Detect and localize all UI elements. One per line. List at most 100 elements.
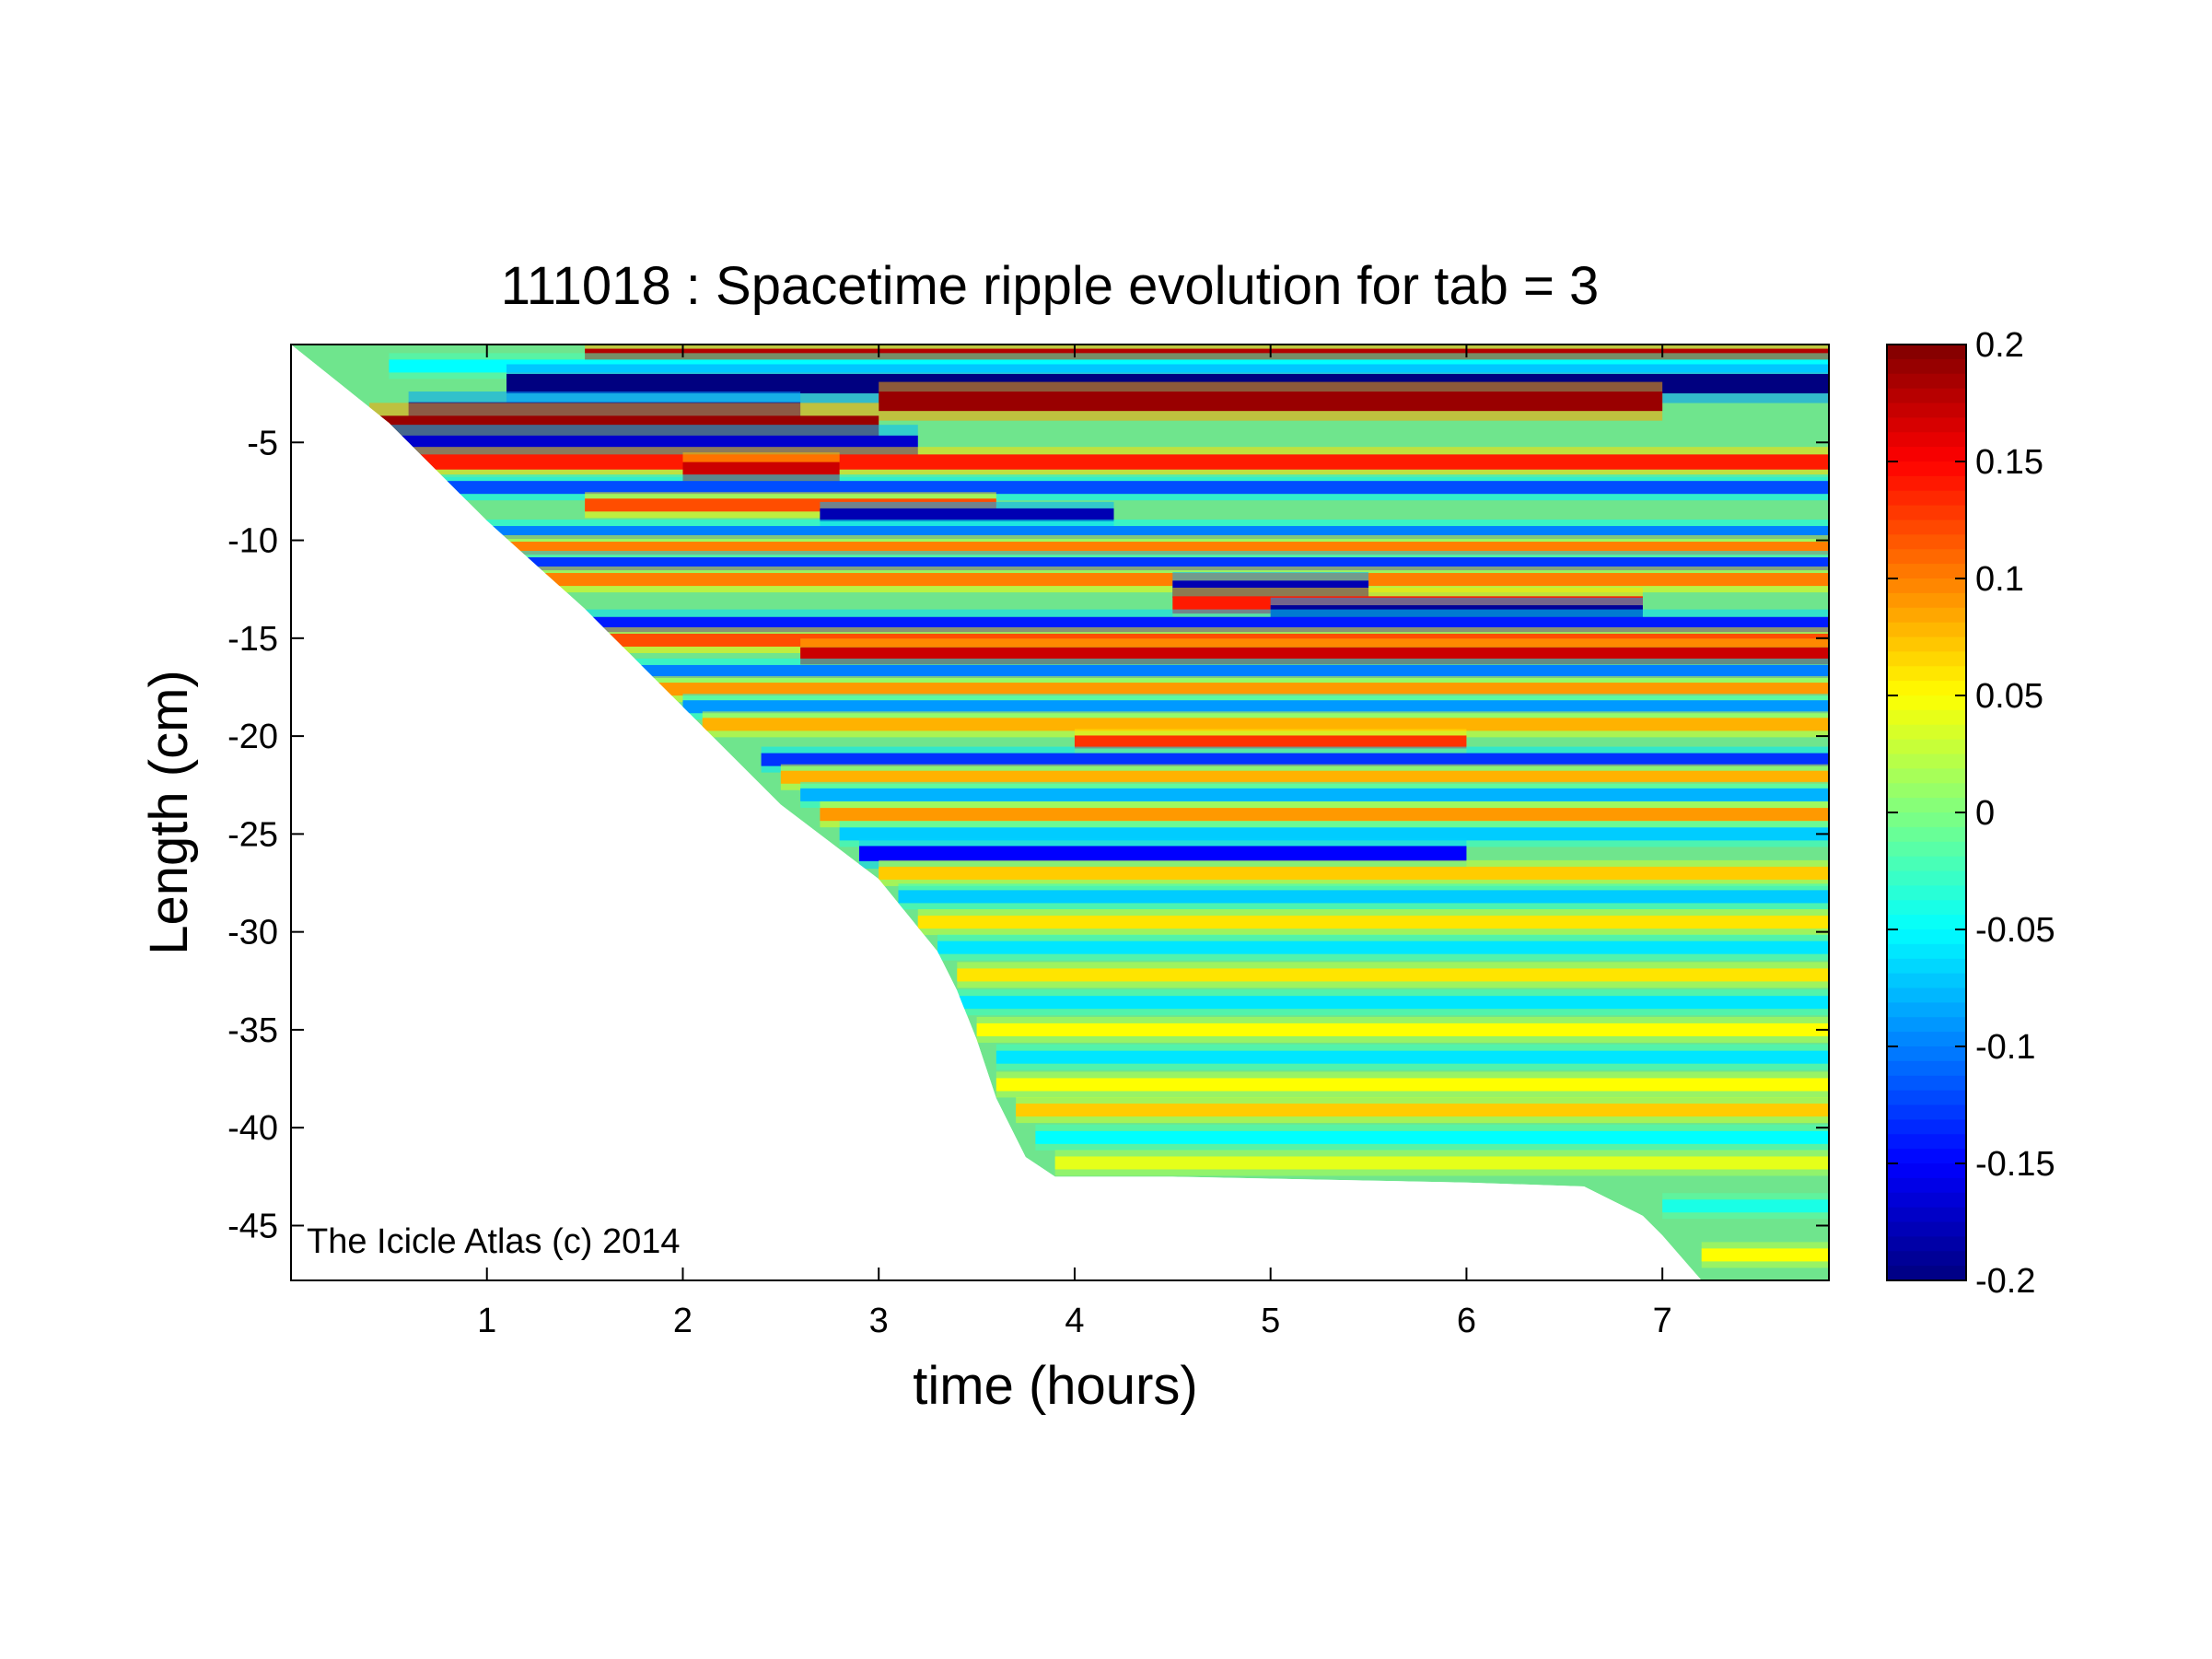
colorbar-tick-label: -0.05: [1975, 911, 2055, 950]
x-axis-label: time (hours): [913, 1356, 1197, 1416]
x-tick-label: 7: [1653, 1302, 1672, 1340]
colorbar-step: [1887, 681, 1966, 696]
colorbar-ticks: 0.2 0.15 0.1 0.05 0 -0.05 -0.1 -0.15 -0.2: [1887, 326, 2055, 1301]
ripple-band: [917, 916, 1829, 929]
colorbar-step: [1887, 1075, 1966, 1092]
colorbar-step: [1887, 549, 1966, 565]
ripple-band: [682, 700, 1829, 714]
colorbar-step: [1887, 943, 1966, 960]
colorbar-step: [1887, 1104, 1966, 1120]
y-tick-label: -25: [227, 815, 278, 854]
ripple-band: [1054, 1156, 1829, 1170]
colorbar-tick-label: -0.1: [1975, 1028, 2035, 1067]
colorbar-step: [1887, 1149, 1966, 1164]
colorbar-step: [1887, 592, 1966, 609]
colorbar-step: [1887, 1017, 1966, 1033]
ripple-band: [839, 827, 1829, 841]
colorbar-step: [1887, 709, 1966, 726]
colorbar-tick-label: 0.1: [1975, 560, 2024, 599]
ripple-band: [1662, 1199, 1829, 1213]
chart-title: 111018 : Spacetime ripple evolution for …: [501, 256, 1599, 316]
y-tick-label: -20: [227, 718, 278, 756]
colorbar-step: [1887, 447, 1966, 462]
colorbar-step: [1887, 403, 1966, 418]
copyright-annotation: The Icicle Atlas (c) 2014: [307, 1222, 681, 1261]
y-tick-label: -35: [227, 1011, 278, 1050]
y-tick-label: -40: [227, 1109, 278, 1148]
ripple-band: [898, 890, 1829, 904]
y-axis-ticks: -5 -10 -15 -20 -25 -30 -35 -40 -45: [227, 424, 1829, 1245]
colorbar-gradient: [1887, 345, 1966, 1281]
ripple-band: [957, 996, 1829, 1010]
plot-area: [290, 344, 1830, 1281]
colorbar-step: [1887, 929, 1966, 945]
colorbar-step: [1887, 578, 1966, 594]
colorbar-step: [1887, 900, 1966, 916]
colorbar-tick-label: 0.2: [1975, 326, 2024, 365]
colorbar-step: [1887, 695, 1966, 711]
x-tick-label: 6: [1457, 1302, 1476, 1340]
colorbar-step: [1887, 1134, 1966, 1150]
colorbar-step: [1887, 388, 1966, 404]
colorbar-step: [1887, 505, 1966, 521]
colorbar-step: [1887, 432, 1966, 448]
colorbar-step: [1887, 651, 1966, 667]
colorbar: 0.2 0.15 0.1 0.05 0 -0.05 -0.1 -0.15 -0.2: [1886, 326, 2055, 1301]
colorbar-step: [1887, 1266, 1966, 1281]
colorbar-step: [1887, 812, 1966, 828]
colorbar-tick-label: 0: [1975, 794, 1995, 833]
colorbar-step: [1887, 607, 1966, 624]
ripple-band: [976, 1022, 1829, 1036]
ripple-band: [858, 846, 1467, 861]
colorbar-step: [1887, 1046, 1966, 1062]
ripple-band: [879, 391, 1663, 412]
colorbar-step: [1887, 1060, 1966, 1077]
heatmap-layer: [291, 345, 1829, 1280]
ripple-band: [761, 753, 1829, 766]
ripple-band: [1074, 735, 1467, 749]
colorbar-step: [1887, 783, 1966, 799]
ripple-band: [820, 508, 1114, 521]
x-tick-label: 1: [477, 1302, 496, 1340]
ice-region: [291, 345, 1829, 1280]
ripple-band: [702, 718, 1829, 731]
colorbar-step: [1887, 666, 1966, 682]
ripple-band: [995, 1078, 1829, 1092]
ripple-band: [1035, 1130, 1829, 1144]
x-axis-ticks: 1 2 3 4 5 6 7: [477, 345, 1672, 1340]
colorbar-step: [1887, 973, 1966, 989]
x-tick-label: 3: [869, 1302, 889, 1340]
colorbar-step: [1887, 1119, 1966, 1135]
colorbar-step: [1887, 870, 1966, 886]
colorbar-step: [1887, 520, 1966, 535]
ripple-band: [1016, 1104, 1829, 1117]
colorbar-step: [1887, 564, 1966, 579]
colorbar-step: [1887, 1236, 1966, 1252]
y-tick-label: -5: [247, 424, 278, 462]
colorbar-step: [1887, 490, 1966, 507]
x-tick-label: 5: [1261, 1302, 1280, 1340]
colorbar-step: [1887, 915, 1966, 930]
colorbar-tick-label: -0.2: [1975, 1262, 2035, 1301]
colorbar-step: [1887, 1207, 1966, 1223]
colorbar-step: [1887, 1177, 1966, 1194]
colorbar-step: [1887, 1251, 1966, 1267]
ripple-band: [995, 1050, 1829, 1064]
y-axis-label: Length (cm): [139, 670, 199, 954]
colorbar-step: [1887, 739, 1966, 755]
colorbar-step: [1887, 417, 1966, 433]
colorbar-step: [1887, 622, 1966, 638]
x-tick-label: 4: [1065, 1302, 1084, 1340]
ripple-band: [643, 683, 1829, 696]
colorbar-step: [1887, 768, 1966, 784]
colorbar-tick-label: 0.05: [1975, 677, 2043, 716]
ripple-band: [937, 940, 1829, 954]
colorbar-step: [1887, 724, 1966, 741]
ripple-band: [879, 866, 1829, 880]
ripple-band: [1701, 1248, 1829, 1262]
colorbar-step: [1887, 987, 1966, 1003]
colorbar-step: [1887, 841, 1966, 858]
colorbar-step: [1887, 358, 1966, 375]
y-tick-label: -10: [227, 522, 278, 561]
